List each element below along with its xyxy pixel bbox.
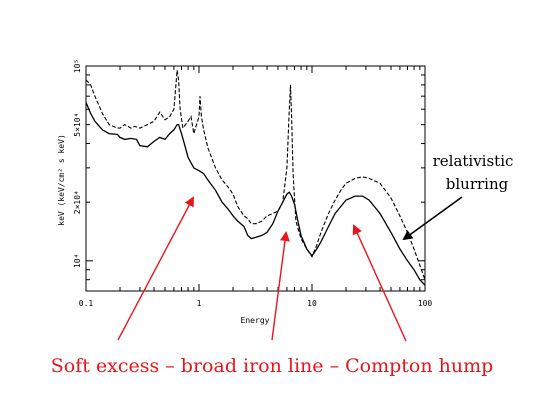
annotation-arrow-blurring [402,196,463,241]
arrow-soft-excess [117,196,194,341]
x-axis-label: Energy [241,316,270,325]
plot-frame [85,65,426,292]
tick-labels: 0.1 1 10 100 10⁴ 2×10⁴ 5×10⁴ 10⁵ [73,59,432,308]
y-tick-label: 2×10⁴ [73,190,82,214]
x-tick-label: 10 [307,299,317,308]
annotation-relativistic: relativistic [433,152,514,170]
series-dashed-line [85,70,426,280]
annotation-blurring: blurring [446,175,509,193]
arrow-iron-line [271,231,290,341]
y-tick-label: 5×10⁴ [73,113,82,137]
series-solid-line [85,102,426,286]
y-axis-label: keV (keV/cm² s keV) [57,134,66,226]
axis-ticks [85,65,426,292]
x-tick-label: 0.1 [79,299,94,308]
y-tick-label: 10⁴ [73,254,82,268]
caption: Soft excess – broad iron line – Compton … [51,355,494,377]
x-tick-label: 100 [418,299,433,308]
arrow-compton-hump [352,224,407,342]
x-tick-label: 1 [197,299,202,308]
y-tick-label: 10⁵ [73,59,82,73]
